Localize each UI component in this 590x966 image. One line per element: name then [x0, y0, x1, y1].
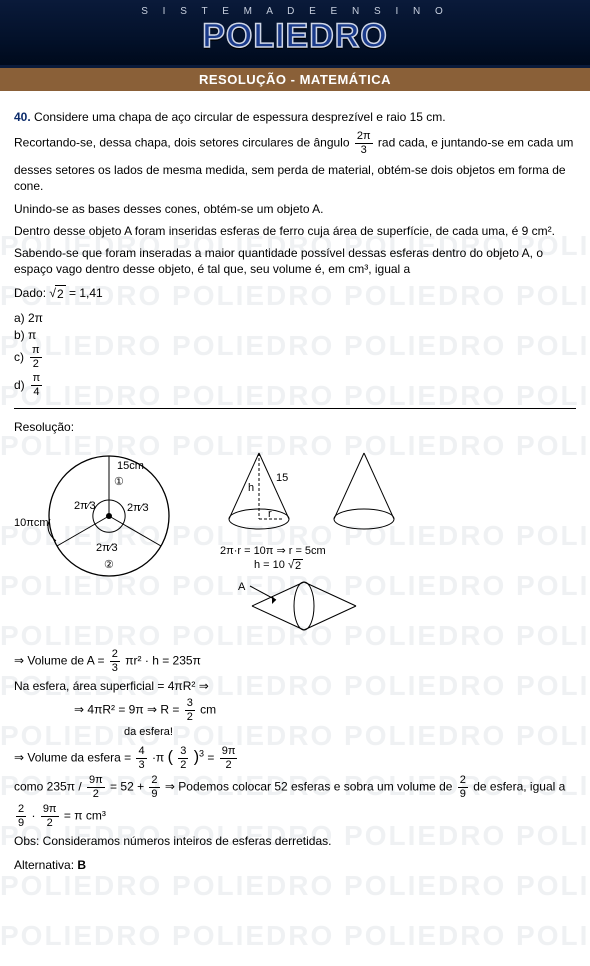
header-subtitle: RESOLUÇÃO - MATEMÁTICA	[0, 68, 590, 91]
fraction-pi-2: π 2	[30, 345, 42, 370]
bicone-diagram: A	[234, 576, 374, 636]
option-a: a) 2π	[14, 311, 576, 325]
cone-r-label: r	[268, 508, 272, 520]
step-volume-sphere: ⇒ Volume da esfera = 4 3 ·π ( 3 2 )3 = 9…	[14, 746, 576, 771]
fraction-2pi-3: 2π 3	[355, 131, 373, 156]
step-final: 2 9 · 9π 2 = π cm³	[14, 804, 576, 829]
circle-diagram: 15cm ① 2π⁄3 2π⁄3 2π⁄3 ② 10πcm	[14, 441, 194, 591]
circle-radius-label: 15cm	[117, 460, 144, 472]
circle-marker-2: ②	[104, 559, 114, 571]
step-volume-A: ⇒ Volume de A = 2 3 πr² · h = 235π	[14, 649, 576, 674]
fraction-3-2-b: 3 2	[178, 746, 188, 771]
solution-block: Resolução: 15cm ① 2π⁄3 2π⁄3 2π⁄3 ② 10πcm	[14, 419, 576, 874]
fraction-9pi-2: 9π 2	[220, 746, 238, 771]
fraction-3-2: 3 2	[185, 698, 195, 723]
cone-pair: 15 h r	[214, 441, 414, 541]
fraction-9pi-2-b: 9π 2	[87, 775, 105, 800]
page-header: S I S T E M A D E E N S I N O POLIEDRO	[0, 0, 590, 68]
bicone-label: A	[238, 581, 246, 593]
cone-h-label: h	[248, 482, 254, 494]
fraction-2-3: 2 3	[110, 649, 120, 674]
solution-answer: Alternativa: B	[14, 857, 576, 873]
sqrt-icon: √2	[288, 559, 303, 572]
step-division: como 235π / 9π 2 = 52 + 2 9 ⇒ Podemos co…	[14, 775, 576, 800]
fraction-pi-4: π 4	[31, 373, 43, 398]
circle-sector-label-3: 2π⁄3	[96, 542, 118, 554]
question-line-6: Sabendo-se que foram inseradas a maior q…	[14, 245, 576, 277]
solution-title: Resolução:	[14, 419, 576, 435]
page-content: 40. Considere uma chapa de aço circular …	[0, 91, 590, 909]
step-R-note: da esfera!	[124, 725, 576, 740]
question-number: 40.	[14, 110, 31, 124]
separator-line	[14, 408, 576, 409]
question-line-1: 40. Considere uma chapa de aço circular …	[14, 109, 576, 125]
question-text-2b: rad cada, e juntando-se em cada um	[378, 136, 573, 150]
circle-sector-label-1: 2π⁄3	[127, 502, 149, 514]
circle-circ-label: 10πcm	[14, 517, 49, 529]
option-b: b) π	[14, 328, 576, 342]
question-text-1: Considere uma chapa de aço circular de e…	[34, 110, 446, 124]
cone-eq-1: 2π·r = 10π ⇒ r = 5cm	[220, 544, 414, 557]
cone-slant-label: 15	[276, 472, 288, 484]
fraction-2-9-b: 2 9	[458, 775, 468, 800]
watermark-row: POLIEDRO POLIEDRO POLIEDRO POLIEDRO	[0, 920, 590, 952]
step-surface: Na esfera, área superficial = 4πR² ⇒	[14, 678, 576, 694]
question-line-5: Dentro desse objeto A foram inseridas es…	[14, 223, 576, 239]
options-block: a) 2π b) π c) π 2 d) π 4	[14, 311, 576, 398]
solution-obs: Obs: Consideramos números inteiros de es…	[14, 833, 576, 849]
fraction-4-3: 4 3	[136, 746, 146, 771]
option-d: d) π 4	[14, 373, 576, 398]
question-text-2a: Recortando-se, dessa chapa, dois setores…	[14, 136, 353, 150]
option-c: c) π 2	[14, 345, 576, 370]
fraction-9pi-2-c: 9π 2	[41, 804, 59, 829]
circle-sector-label-2: 2π⁄3	[74, 500, 96, 512]
question-line-3: desses setores os lados de mesma medida,…	[14, 162, 576, 194]
fraction-2-9-c: 2 9	[16, 804, 26, 829]
question-line-2: Recortando-se, dessa chapa, dois setores…	[14, 131, 576, 156]
circle-marker-1: ①	[114, 476, 124, 488]
cone-diagrams: 15 h r 2π·r = 10π ⇒ r = 5cm h = 10 √2 A	[214, 441, 414, 639]
step-R: ⇒ 4πR² = 9π ⇒ R = 3 2 cm	[74, 698, 576, 723]
header-brand: POLIEDRO	[0, 19, 590, 53]
question-given: Dado: √2 = 1,41	[14, 285, 576, 302]
sqrt-icon: √2	[49, 285, 65, 302]
header-system-line: S I S T E M A D E E N S I N O	[0, 0, 590, 17]
question-line-4: Unindo-se as bases desses cones, obtém-s…	[14, 201, 576, 217]
diagram-row: 15cm ① 2π⁄3 2π⁄3 2π⁄3 ② 10πcm 15	[14, 441, 576, 639]
cone-eq-2: h = 10 √2	[254, 559, 414, 572]
fraction-2-9: 2 9	[149, 775, 159, 800]
